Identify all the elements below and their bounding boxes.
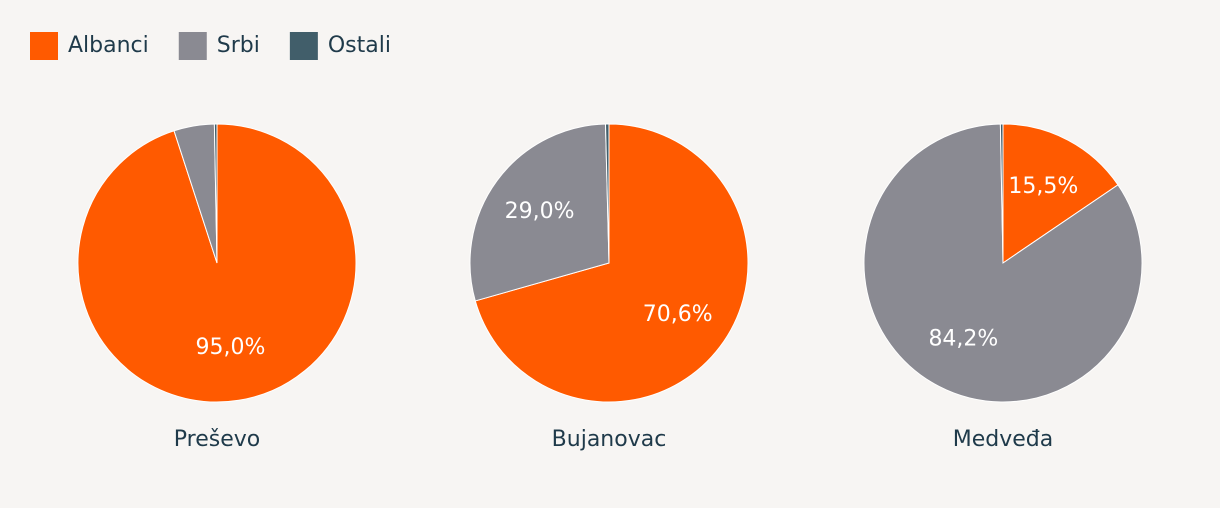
pie-title: Preševo — [174, 427, 260, 452]
pie-slice — [213, 123, 218, 264]
pie-title: Bujanovac — [552, 427, 667, 452]
pie-slice — [1002, 123, 1119, 264]
legend-swatch — [30, 32, 58, 60]
legend-swatch — [178, 32, 207, 60]
pie-slice — [469, 123, 610, 302]
pie-slice — [604, 123, 610, 264]
value-label: 95,0% — [196, 335, 266, 360]
legend-swatch — [289, 32, 318, 60]
value-label: 84,2% — [928, 327, 998, 352]
legend-label: Albanci — [68, 33, 149, 58]
pie-slice — [999, 123, 1004, 264]
legend-label: Srbi — [217, 33, 260, 58]
value-label: 70,6% — [643, 302, 713, 327]
value-label: 29,0% — [505, 199, 575, 224]
pie-title: Medveđa — [953, 427, 1053, 452]
pie-slice — [474, 123, 749, 403]
legend-label: Ostali — [328, 33, 391, 58]
value-label: 15,5% — [1008, 174, 1078, 199]
